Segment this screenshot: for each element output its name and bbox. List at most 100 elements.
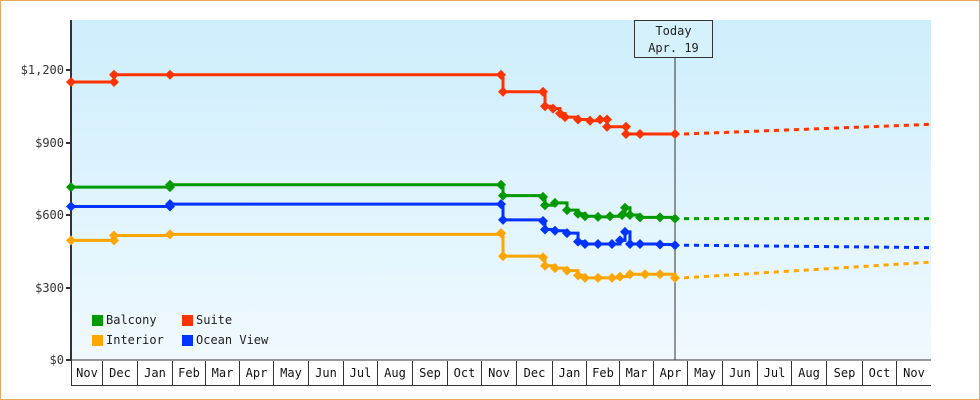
data-point-marker [593,272,603,283]
data-point-marker [620,226,630,237]
legend-swatch-ocean-view [182,334,193,346]
data-point-marker [617,209,627,220]
data-point-marker [621,129,631,140]
data-point-marker [655,212,665,223]
x-tick-label: Feb [586,361,619,385]
data-point-marker [496,199,506,210]
data-point-marker [670,272,680,283]
x-tick-label: Aug [377,361,412,385]
forecast-line-ocean-view [683,243,932,250]
y-tick-label-0: $0 [49,353,64,367]
legend-label-suite: Suite [196,313,233,327]
data-point-marker [66,77,76,88]
data-point-marker [625,238,635,249]
x-tick-label: Jan [137,361,172,385]
x-tick-label: Sep [412,361,447,385]
x-tick-label: Mar [619,361,653,385]
series-layer [66,69,932,283]
y-tick-label-600: $600 [35,208,64,222]
x-tick-label: Dec [516,361,552,385]
legend-swatch-interior [92,334,103,346]
data-point-marker [620,202,630,213]
x-tick-label: Jun [308,361,343,385]
x-tick-label: Feb [172,361,205,385]
legend-label-interior: Interior [106,333,164,347]
data-point-marker [605,211,615,222]
data-point-marker [538,252,548,263]
x-tick-label: Nov [481,361,516,385]
data-point-marker [580,211,590,222]
data-point-marker [66,182,76,193]
data-point-marker [109,77,119,88]
data-point-marker [640,269,650,280]
data-point-marker [580,238,590,249]
data-point-marker [540,101,550,112]
x-tick-label: Jul [757,361,791,385]
data-point-marker [109,69,119,80]
data-point-marker [670,213,680,224]
data-point-marker [562,265,572,276]
data-point-marker [540,260,550,271]
data-point-marker [593,211,603,222]
data-point-marker [635,212,645,223]
data-point-marker [670,129,680,140]
today-annotation: Today Apr. 19 [634,20,713,58]
x-tick-label: Sep [826,361,862,385]
x-tick-label: Jun [722,361,757,385]
x-tick-label: Apr [239,361,273,385]
x-axis-bottom-border [71,385,931,386]
data-point-marker [550,225,560,236]
data-point-marker [560,112,570,123]
legend-swatch-suite [182,314,193,326]
forecast-line-interior [683,260,932,280]
data-point-marker [109,230,119,241]
legend-item-interior: Interior [92,332,164,348]
data-point-marker [498,86,508,97]
data-point-marker [615,271,625,282]
data-point-marker [498,214,508,225]
data-point-marker [625,209,635,220]
data-point-marker [498,190,508,201]
x-tick-label: Apr [653,361,687,385]
data-point-marker [496,179,506,190]
x-tick-label: Oct [862,361,896,385]
data-point-marker [496,69,506,80]
series-balcony [66,179,931,224]
data-point-marker [562,228,572,239]
data-point-marker [540,224,550,235]
data-point-marker [625,269,635,280]
data-point-marker [585,115,595,126]
data-point-marker [670,240,680,251]
x-tick-label: Jan [552,361,586,385]
data-point-marker [655,269,665,280]
data-point-marker [165,229,175,240]
legend-item-balcony: Balcony [92,312,157,328]
x-tick-label: Dec [102,361,137,385]
data-point-marker [540,200,550,211]
data-point-marker [66,235,76,246]
today-label: Today [655,24,692,38]
data-point-marker [580,272,590,283]
x-tick-label: Nov [896,361,931,385]
data-point-marker [595,114,605,125]
data-point-marker [573,114,583,125]
series-suite [66,69,932,140]
legend-label-balcony: Balcony [106,313,157,327]
y-tick-label-900: $900 [35,136,64,150]
x-tick-label: Mar [205,361,239,385]
data-point-marker [496,228,506,239]
forecast-line-suite [683,122,932,136]
y-tick-label-300: $300 [35,281,64,295]
data-point-marker [165,179,175,190]
data-point-marker [538,191,548,202]
data-point-marker [607,272,617,283]
legend-swatch-balcony [92,314,103,326]
data-point-marker [66,201,76,212]
data-point-marker [165,69,175,80]
data-point-marker [550,197,560,208]
data-point-marker [602,121,612,132]
history-line-suite [71,73,675,136]
data-point-marker [550,263,560,274]
x-tick-label: May [687,361,722,385]
